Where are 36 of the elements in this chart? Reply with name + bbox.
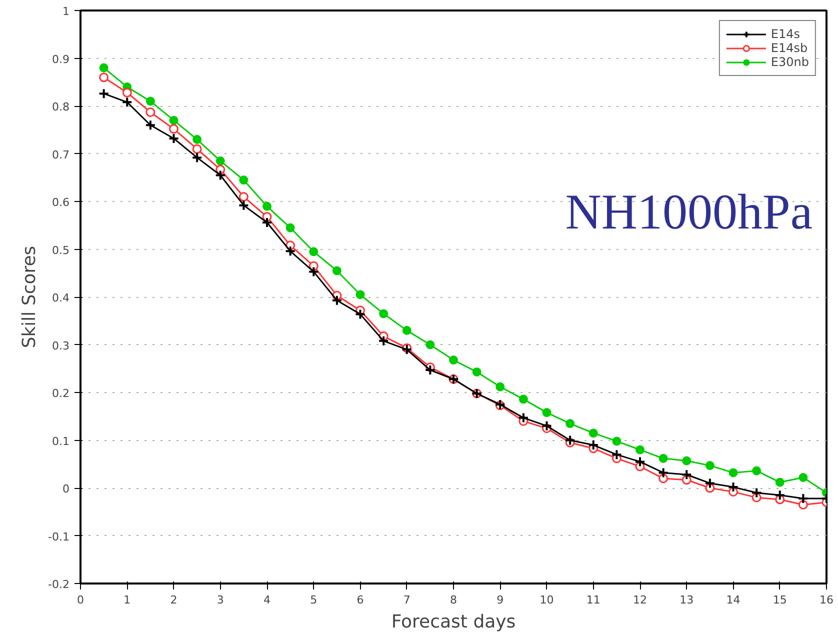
x-tick-label: 12 [633,594,647,606]
y-tick-label: 0.9 [52,52,70,66]
x-tick-label: 5 [310,594,318,606]
x-tick-label: 8 [450,594,457,606]
x-tick-label: 16 [820,594,834,606]
x-tick-label: 3 [216,594,224,606]
y-tick-label: -0.2 [48,578,70,591]
legend-label: E30nb [770,55,809,69]
x-tick-label: 1 [124,594,131,606]
x-tick-label: 15 [772,594,787,606]
x-tick-label: 6 [356,594,364,606]
x-axis-title: Forecast days [391,612,516,632]
legend-label: E14s [770,27,800,41]
y-tick-label: -0.1 [48,530,70,544]
y-tick-label: 1 [62,5,70,18]
legend-label: E14sb [770,41,808,55]
y-tick-label: 0.6 [52,196,70,209]
y-tick-label: 0.5 [52,244,70,257]
x-tick-label: 9 [496,594,504,606]
x-tick-label: 11 [586,594,600,606]
x-tick-label: 7 [403,594,410,606]
y-axis-title: Skill Scores [19,246,40,348]
annotation: NH1000hPa [565,184,813,240]
x-tick-label: 4 [264,594,270,606]
y-tick-label: 0 [62,482,70,496]
x-tick-label: 13 [680,594,694,606]
y-tick-label: 0.1 [52,434,70,448]
x-tick-label: 14 [726,594,740,606]
y-tick-label: 0.3 [52,339,70,352]
x-tick-label: 2 [170,594,178,606]
x-tick-label: 0 [77,594,84,606]
y-tick-label: 0.2 [52,387,70,400]
y-tick-label: 0.7 [52,148,70,162]
y-tick-label: 0.8 [52,100,70,114]
x-tick-label: 10 [540,594,554,606]
y-tick-label: 0.4 [52,292,70,304]
